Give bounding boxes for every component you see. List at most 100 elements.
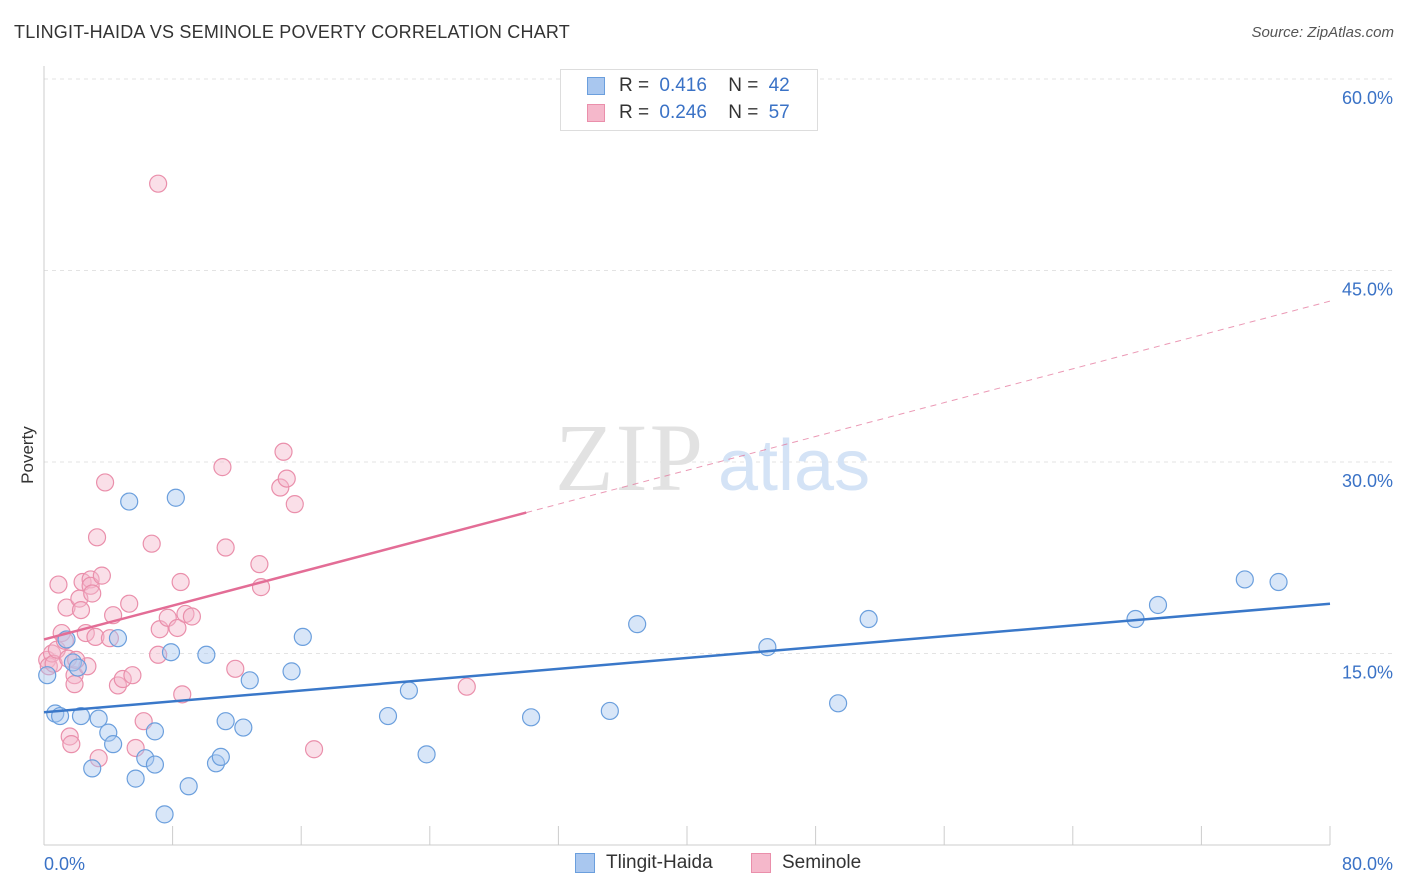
tlingit-haida-point	[282, 662, 301, 681]
tlingit-haida-point	[293, 627, 312, 647]
y-tick-label: 30.0%	[1342, 471, 1393, 491]
tlingit-haida-point	[104, 735, 123, 754]
tlingit-haida-point	[68, 658, 87, 677]
seminole-point	[149, 174, 168, 193]
seminole-point	[89, 749, 108, 768]
seminole-point	[49, 575, 68, 594]
y-tick-labels: 15.0% 30.0% 45.0% 60.0%	[1342, 88, 1393, 683]
seminole-point	[60, 727, 79, 746]
seminole-point	[134, 712, 153, 731]
tlingit-haida-point	[240, 671, 259, 690]
watermark-zip: ZIP	[555, 404, 705, 511]
stats-r-label: R =	[619, 102, 650, 123]
tlingit-haida-point	[600, 701, 619, 721]
seminole-point	[213, 458, 232, 477]
tlingit-haida-point	[99, 723, 118, 742]
seminole-point	[168, 618, 187, 638]
tlingit-haida-point	[126, 769, 145, 788]
seminole-point	[65, 675, 84, 694]
stats-n-value: 42	[768, 75, 790, 96]
seminole-point	[285, 495, 304, 514]
stats-n-value: 57	[768, 102, 790, 123]
seminole-point	[81, 570, 100, 589]
seminole-point	[274, 442, 293, 461]
watermark: ZIP atlas	[555, 404, 870, 511]
seminole-point	[171, 572, 190, 592]
tlingit-haida-point	[63, 653, 83, 672]
seminole-point	[44, 654, 63, 673]
trend-lines	[43, 300, 1331, 714]
tlingit-haida-point	[216, 712, 235, 731]
seminole-point	[173, 685, 192, 704]
tlingit-haida-point	[628, 615, 647, 634]
tlingit-haida-point	[179, 777, 198, 796]
seminole-point	[216, 538, 235, 557]
seminole-point	[95, 473, 115, 492]
stats-n-label: N =	[728, 75, 759, 96]
gridlines	[44, 78, 1393, 654]
x-tick-labels: 0.0% 80.0%	[44, 854, 1393, 874]
tlingit-haida-point	[83, 759, 102, 778]
seminole-point	[277, 469, 296, 488]
tlingit-haida-point	[1269, 572, 1288, 592]
x-tick-label-min: 0.0%	[44, 854, 85, 874]
tlingit-haida-point	[211, 747, 230, 767]
seminole-point	[113, 669, 132, 689]
tlingit-haida-point	[166, 488, 185, 507]
seminole-point	[81, 576, 100, 595]
legend-swatch-seminole	[751, 853, 771, 873]
tlingit-haida-point	[46, 704, 65, 723]
tlingit-haida-point	[1235, 570, 1254, 589]
tlingit-haida-point	[399, 681, 419, 700]
legend-label-tlingit-haida: Tlingit-Haida	[606, 852, 713, 873]
seminole-point	[123, 666, 142, 685]
tlingit-haida-point	[71, 706, 91, 726]
tlingit-haida-point	[1148, 595, 1168, 615]
seminole-point	[120, 594, 139, 613]
stats-swatch-seminole	[587, 104, 605, 122]
axes	[43, 66, 1331, 846]
tlingit-haida-point	[120, 492, 139, 511]
trend-line-tlingit-haida	[43, 602, 1331, 714]
y-tick-label: 45.0%	[1342, 280, 1393, 300]
legend-label-seminole: Seminole	[782, 852, 862, 873]
tlingit-haida-point	[417, 745, 436, 764]
tlingit-haida-point	[197, 645, 216, 664]
seminole-point	[86, 627, 105, 647]
seminole-point	[457, 677, 476, 696]
seminole-point	[67, 650, 86, 669]
trend-line-seminole	[43, 511, 527, 641]
seminole-point	[78, 657, 97, 676]
stats-r-label: R =	[619, 75, 650, 96]
seminole-point	[62, 735, 81, 754]
stats-r-value: 0.416	[659, 75, 707, 96]
tlingit-haida-point	[136, 749, 155, 768]
tlingit-haida-point	[378, 706, 398, 726]
source-label: Source: ZipAtlas.com	[1251, 24, 1394, 41]
stats-n-label: N =	[728, 102, 759, 123]
y-tick-label: 60.0%	[1342, 88, 1393, 108]
seminole-point	[92, 566, 111, 585]
seminole-point	[271, 478, 290, 497]
seminole-point	[71, 600, 91, 620]
seminole-point	[304, 740, 324, 759]
seminole-point	[87, 528, 107, 547]
y-tick-label: 15.0%	[1342, 663, 1393, 683]
seminole-point	[250, 555, 269, 574]
stats-swatch-tlingit-haida	[587, 77, 605, 95]
stats-r-value: 0.246	[659, 102, 707, 123]
tlingit-haida-point	[89, 709, 108, 728]
seminole-point	[182, 607, 201, 626]
tlingit-haida-point	[234, 718, 253, 737]
tlingit-haida-point	[155, 805, 174, 824]
seminole-point	[57, 598, 76, 617]
tlingit-haida-point	[145, 722, 165, 741]
tlingit-haida-point	[829, 694, 848, 713]
stats-box: R = 0.416 N = 42 R = 0.246 N = 57	[560, 69, 818, 131]
x-tick-label-max: 80.0%	[1342, 854, 1393, 874]
tlingit-haida-point	[38, 666, 57, 685]
tlingit-haida-point	[145, 755, 165, 774]
seminole-point	[142, 534, 161, 553]
tlingit-haida-point	[859, 609, 878, 629]
